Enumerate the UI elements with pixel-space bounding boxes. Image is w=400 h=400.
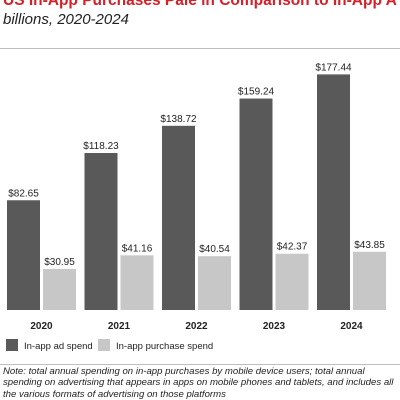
data-label-ad-spend-2021: $118.23: [83, 141, 119, 152]
legend-label-ad-spend: In-app ad spend: [24, 341, 93, 352]
bar-purchase-spend-2023: [275, 253, 309, 310]
x-tick-label-2020: 2020: [30, 321, 53, 332]
chart-title: US In-App Purchases Pale in Comparison t…: [3, 0, 397, 9]
data-label-ad-spend-2022: $138.72: [160, 114, 197, 125]
bar-ad-spend-2024: [317, 74, 350, 310]
data-label-ad-spend-2023: $159.24: [238, 87, 275, 98]
bar-ad-spend-2023: [239, 98, 273, 310]
bar-purchase-spend-2024: [353, 251, 386, 310]
data-label-purchase-spend-2024: $43.85: [354, 240, 385, 251]
bar-purchase-spend-2021: [120, 255, 154, 310]
legend-swatch-ad-spend: [6, 339, 18, 351]
data-label-purchase-spend-2023: $42.37: [277, 242, 308, 253]
x-tick-label-2021: 2021: [108, 321, 131, 332]
data-label-purchase-spend-2022: $40.54: [199, 244, 230, 255]
bar-purchase-spend-2020: [43, 268, 76, 310]
data-label-purchase-spend-2020: $30.95: [44, 257, 75, 268]
bar-chart: $82.65 $30.95 2020 $118.23 $41.16 2021 $138.72…: [6, 62, 386, 352]
bar-ad-spend-2022: [162, 125, 195, 310]
legend-label-purchase-spend: In-app purchase spend: [116, 341, 213, 352]
x-tick-label-2024: 2024: [340, 321, 363, 332]
bar-ad-spend-2021: [84, 153, 118, 310]
bar-ad-spend-2020: [7, 200, 40, 310]
header-divider: [0, 48, 400, 49]
data-label-ad-spend-2020: $82.65: [8, 188, 39, 199]
chart-header: US In-App Purchases Pale in Comparison t…: [3, 0, 397, 29]
footer-divider: [0, 364, 400, 365]
x-tick-label-2023: 2023: [263, 321, 286, 332]
chart-note: Note: total annual spending on in-app pu…: [3, 366, 394, 400]
data-label-purchase-spend-2021: $41.16: [122, 243, 153, 254]
data-label-ad-spend-2024: $177.44: [315, 62, 352, 73]
chart-subtitle: billions, 2020-2024: [3, 11, 129, 28]
legend-swatch-purchase-spend: [98, 339, 110, 351]
bar-purchase-spend-2022: [198, 256, 231, 310]
x-tick-label-2022: 2022: [185, 321, 208, 332]
